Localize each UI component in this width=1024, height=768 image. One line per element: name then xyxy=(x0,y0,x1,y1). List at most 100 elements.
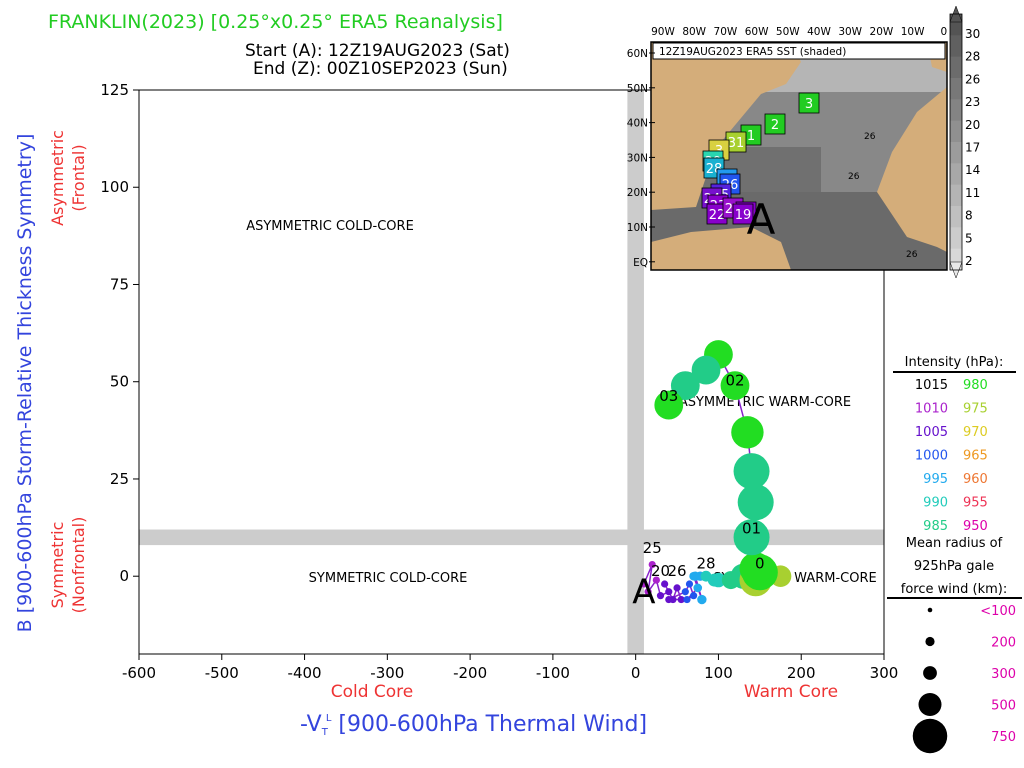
legend-intensity-left: 985 xyxy=(923,519,948,534)
legend-radius-label: 500 xyxy=(991,699,1016,714)
legend-radius-label: 300 xyxy=(991,667,1016,682)
colorbar-label: 5 xyxy=(965,231,973,245)
track-point xyxy=(731,416,764,449)
inset-start-marker: A xyxy=(747,195,776,244)
inset-contour-label: 26 xyxy=(906,250,918,260)
x-tick-label: 100 xyxy=(704,664,733,682)
legend-radius-dot xyxy=(918,693,942,716)
legend-radius-dot xyxy=(925,636,935,647)
inset-lon-label: 30W xyxy=(838,26,862,38)
legend-radius-dot xyxy=(927,607,933,613)
y-tick-label: 0 xyxy=(119,567,129,585)
track-point xyxy=(690,592,698,600)
colorbar-label: 17 xyxy=(965,141,980,155)
end-label: End (Z): 00Z10SEP2023 (Sun) xyxy=(253,59,508,79)
legend-intensity-right: 950 xyxy=(963,519,988,534)
y-tick-label: 100 xyxy=(100,178,129,196)
track-point xyxy=(640,580,648,588)
y-tick-label: 125 xyxy=(100,81,129,99)
quadrant-label: ASYMMETRIC WARM-CORE xyxy=(679,395,851,410)
colorbar-label: 20 xyxy=(965,118,980,132)
inset-lat-label: 60N xyxy=(627,48,648,60)
y-label-asymmetric: Asymmetric xyxy=(48,130,67,226)
plot-frame xyxy=(138,89,885,655)
track-point xyxy=(661,580,669,588)
inset-land-south-america xyxy=(651,227,791,270)
inset-lon-label: 40W xyxy=(807,26,831,38)
inset-lon-label: 20W xyxy=(870,26,894,38)
inset-contour-label: 26 xyxy=(848,172,860,182)
track-point xyxy=(656,592,665,600)
track-point xyxy=(737,484,774,521)
track-point xyxy=(681,588,689,596)
legend-radius-label: <100 xyxy=(980,604,1016,619)
track-point xyxy=(720,371,750,401)
colorbar-segment xyxy=(950,184,962,207)
date-annotation: 01 xyxy=(742,519,761,537)
inset-lon-label: 60W xyxy=(745,26,769,38)
zero-band-vertical xyxy=(627,90,644,654)
legend-radius-dot xyxy=(912,718,948,754)
track-point xyxy=(691,355,721,385)
track-point xyxy=(733,453,770,490)
legend-intensity-title: Intensity (hPa): xyxy=(905,355,1004,370)
y-axis-label: B [900-600hPa Storm-Relative Thickness S… xyxy=(14,134,36,633)
track-point xyxy=(665,595,673,604)
track-point xyxy=(644,588,652,596)
date-annotation: 20 xyxy=(651,562,670,580)
legend-intensity-left: 1010 xyxy=(915,402,948,417)
x-tick-label: -200 xyxy=(453,664,487,682)
inset-track-marker xyxy=(732,203,754,225)
y-tick-label: 75 xyxy=(110,275,129,293)
quadrant-label: SYMMETRIC COLD-CORE xyxy=(309,571,468,586)
track-point xyxy=(665,588,673,596)
x-tick-label: 300 xyxy=(870,664,899,682)
x-tick-label: -100 xyxy=(536,664,570,682)
legend-intensity-left: 990 xyxy=(923,496,948,511)
legend-intensity-right: 980 xyxy=(963,378,988,393)
inset-lat-label: EQ xyxy=(633,257,648,269)
legend-intensity-left: 1000 xyxy=(915,449,948,464)
track-point xyxy=(733,519,770,556)
start-marker: A xyxy=(632,572,655,612)
inset-lat-label: 40N xyxy=(627,118,648,130)
colorbar-label: 8 xyxy=(965,209,973,223)
x-axis-label: -VTL [900-600hPa Thermal Wind] xyxy=(300,712,647,738)
y-label-frontal: (Frontal) xyxy=(69,144,88,211)
colorbar-label: 2 xyxy=(965,254,973,268)
legend-intensity-left: 1015 xyxy=(915,378,948,393)
inset-lon-label: 70W xyxy=(714,26,738,38)
legend-intensity-right: 960 xyxy=(963,472,988,487)
zero-band-horizontal xyxy=(139,529,884,546)
colorbar-label: 11 xyxy=(965,186,980,200)
colorbar-segment xyxy=(950,78,962,100)
colorbar-segment xyxy=(950,99,962,122)
svg-text:-VTL [900-600hPa Thermal Wind]: -VTL [900-600hPa Thermal Wind] xyxy=(300,712,647,738)
legend-radius-title: force wind (km): xyxy=(901,582,1007,597)
track-point xyxy=(652,576,660,584)
track-point xyxy=(685,580,694,588)
colorbar-label: 28 xyxy=(965,50,980,64)
chart-title: FRANKLIN(2023) [0.25°x0.25° ERA5 Reanaly… xyxy=(48,11,503,33)
x-label-warm-core: Warm Core xyxy=(744,682,838,702)
colorbar-label: 30 xyxy=(965,27,980,41)
x-tick-label: -500 xyxy=(205,664,239,682)
track-point xyxy=(677,595,685,604)
inset-lat-label: 10N xyxy=(627,222,648,234)
inset-lon-label: 10W xyxy=(901,26,925,38)
x-label-cold-core: Cold Core xyxy=(331,682,414,702)
inset-track-label: 19 xyxy=(735,208,752,223)
track-point xyxy=(693,583,703,593)
inset-land-north-america xyxy=(651,42,801,210)
inset-track-label: 2 xyxy=(771,118,779,133)
inset-title: 12Z19AUG2023 ERA5 SST (shaded) xyxy=(659,46,846,58)
colorbar-segment xyxy=(950,163,962,186)
legend-intensity-right: 965 xyxy=(963,449,988,464)
inset-lon-label: 90W xyxy=(651,26,675,38)
start-label: Start (A): 12Z19AUG2023 (Sat) xyxy=(245,41,510,61)
legend-radius-dot xyxy=(923,666,937,680)
inset-track-marker xyxy=(798,92,820,114)
inset-track-marker xyxy=(764,113,786,135)
inset-lon-label: 0 xyxy=(940,26,947,38)
inset-lat-label: 30N xyxy=(627,152,648,164)
